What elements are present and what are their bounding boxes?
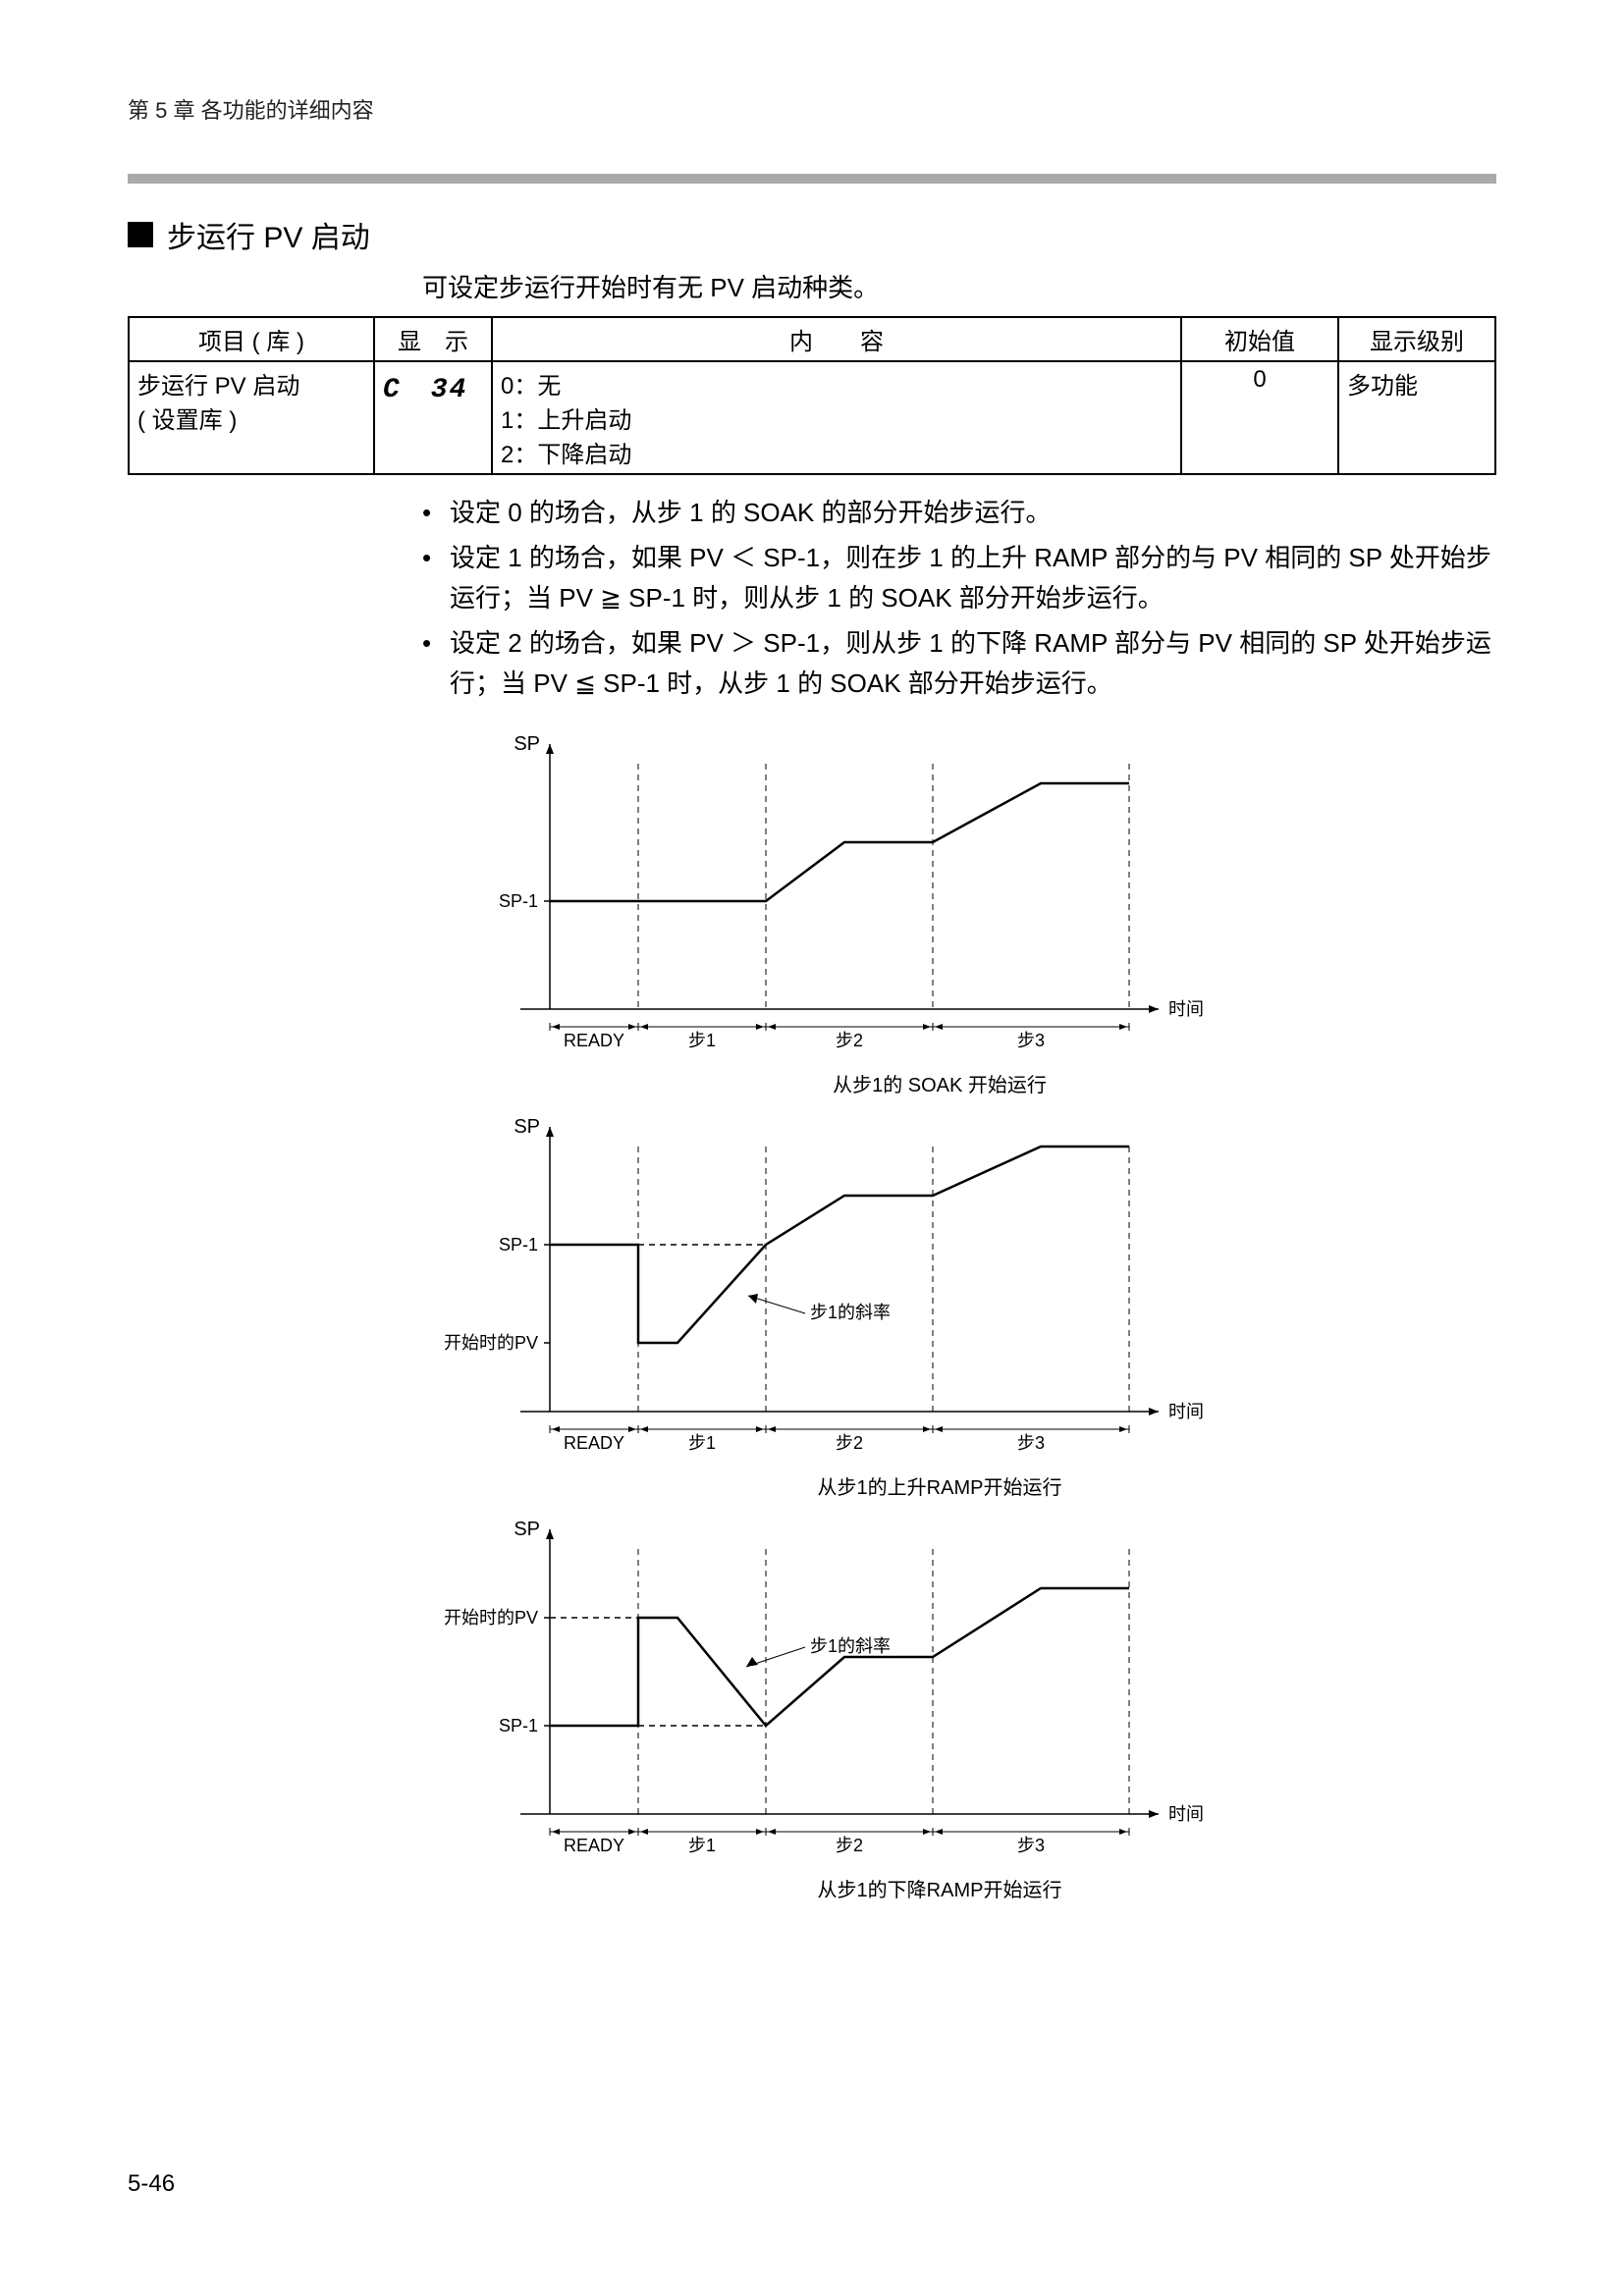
svg-text:SP-1: SP-1 [499, 1235, 538, 1255]
th-initial: 初始值 [1181, 317, 1338, 361]
svg-text:SP-1: SP-1 [499, 1716, 538, 1735]
cell-content: 0：无 1：上升启动 2：下降启动 [492, 361, 1181, 474]
th-content: 内 容 [492, 317, 1181, 361]
svg-text:步2: 步2 [836, 1836, 863, 1855]
spec-table: 项目 ( 库 ) 显 示 内 容 初始值 显示级别 步运行 PV 启动 ( 设置… [128, 316, 1496, 475]
page-number: 5-46 [128, 2170, 175, 2198]
th-item: 项目 ( 库 ) [129, 317, 374, 361]
section-title: 步运行 PV 启动 [128, 213, 1496, 256]
svg-text:步2: 步2 [836, 1433, 863, 1453]
chapter-header: 第 5 章 各功能的详细内容 [128, 93, 1496, 125]
cell-item-l2: ( 设置库 ) [137, 400, 365, 435]
svg-text:SP: SP [514, 1116, 540, 1138]
svg-text:步2: 步2 [836, 1031, 863, 1050]
section-marker-icon [128, 222, 153, 247]
chart-1-svg: SP 时间 READY 步1 步2 步3 SP-1 [383, 724, 1218, 1058]
chart-3: SP 时间 READY 步1 步2 步3 SP-1 开始时的PV 步1的斜率 从步1的下降RAM… [383, 1510, 1496, 1902]
intro-text: 可设定步运行开始时有无 PV 启动种类。 [422, 268, 1496, 304]
svg-text:READY: READY [564, 1836, 624, 1855]
cell-content-l2: 1：上升启动 [501, 400, 1172, 435]
svg-text:时间: 时间 [1168, 1402, 1204, 1421]
bullet-item: 设定 0 的场合，从步 1 的 SOAK 的部分开始步运行。 [422, 493, 1496, 534]
cell-item-l1: 步运行 PV 启动 [137, 366, 365, 400]
divider-bar [128, 174, 1496, 184]
th-level: 显示级别 [1338, 317, 1495, 361]
th-display: 显 示 [374, 317, 492, 361]
cell-item: 步运行 PV 启动 ( 设置库 ) [129, 361, 374, 474]
svg-text:READY: READY [564, 1031, 624, 1050]
svg-text:时间: 时间 [1168, 1804, 1204, 1824]
cell-level: 多功能 [1338, 361, 1495, 474]
bullet-list: 设定 0 的场合，从步 1 的 SOAK 的部分开始步运行。 设定 1 的场合，… [422, 493, 1496, 705]
svg-text:步1: 步1 [688, 1836, 716, 1855]
svg-text:步3: 步3 [1017, 1433, 1045, 1453]
cell-content-l1: 0：无 [501, 366, 1172, 400]
chart-3-svg: SP 时间 READY 步1 步2 步3 SP-1 开始时的PV 步1的斜率 [383, 1510, 1218, 1863]
svg-text:步1的斜率: 步1的斜率 [810, 1303, 891, 1322]
chart-2: SP 时间 READY 步1 步2 步3 SP-1 开始时的PV 步1的斜率 从步1的上升RAM… [383, 1107, 1496, 1500]
bullet-item: 设定 1 的场合，如果 PV ＜ SP-1，则在步 1 的上升 RAMP 部分的… [422, 538, 1496, 619]
svg-text:SP-1: SP-1 [499, 891, 538, 911]
chart-3-caption: 从步1的下降RAMP开始运行 [383, 1874, 1496, 1902]
bullet-item: 设定 2 的场合，如果 PV ＞ SP-1，则从步 1 的下降 RAMP 部分与… [422, 623, 1496, 705]
chart-1-caption: 从步1的 SOAK 开始运行 [383, 1069, 1496, 1097]
svg-text:步1: 步1 [688, 1031, 716, 1050]
chart-2-caption: 从步1的上升RAMP开始运行 [383, 1471, 1496, 1500]
svg-text:步1的斜率: 步1的斜率 [810, 1636, 891, 1656]
svg-text:步1: 步1 [688, 1433, 716, 1453]
svg-text:时间: 时间 [1168, 999, 1204, 1019]
section-title-text: 步运行 PV 启动 [167, 213, 370, 256]
svg-text:READY: READY [564, 1433, 624, 1453]
chart-2-svg: SP 时间 READY 步1 步2 步3 SP-1 开始时的PV 步1的斜率 [383, 1107, 1218, 1461]
svg-text:开始时的PV: 开始时的PV [444, 1608, 538, 1628]
cell-initial: 0 [1181, 361, 1338, 474]
cell-display: C 34 [374, 361, 492, 474]
cell-content-l3: 2：下降启动 [501, 435, 1172, 469]
svg-text:步3: 步3 [1017, 1031, 1045, 1050]
charts-container: SP 时间 READY 步1 步2 步3 SP-1 从步1的 SOAK 开始运行 SP 时间 R… [383, 724, 1496, 1902]
svg-text:SP: SP [514, 733, 540, 755]
svg-text:步3: 步3 [1017, 1836, 1045, 1855]
svg-text:SP: SP [514, 1519, 540, 1540]
table-row: 步运行 PV 启动 ( 设置库 ) C 34 0：无 1：上升启动 2：下降启动… [129, 361, 1495, 474]
svg-text:开始时的PV: 开始时的PV [444, 1333, 538, 1353]
chart-1: SP 时间 READY 步1 步2 步3 SP-1 从步1的 SOAK 开始运行 [383, 724, 1496, 1097]
